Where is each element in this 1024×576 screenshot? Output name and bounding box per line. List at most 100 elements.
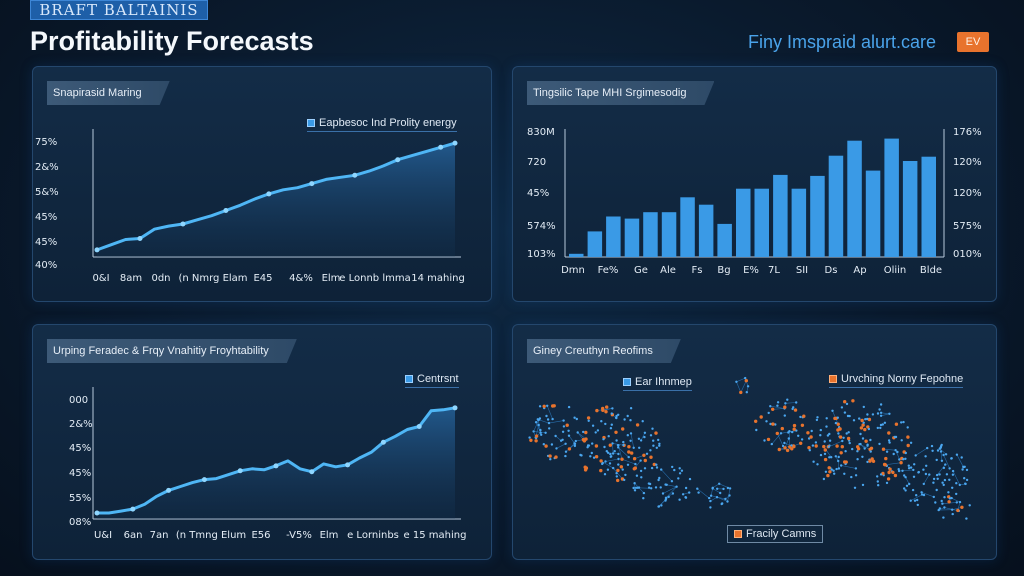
network-node	[665, 483, 668, 486]
y-left-tick-label: 830M	[527, 127, 555, 138]
network-node	[567, 429, 570, 432]
network-node	[720, 502, 723, 506]
network-node	[916, 503, 919, 507]
y-right-tick-label: 120%	[953, 188, 982, 199]
network-node	[943, 506, 946, 509]
data-point	[94, 247, 100, 253]
network-node	[909, 466, 913, 469]
network-node	[793, 408, 798, 412]
network-edge	[640, 432, 646, 441]
network-node	[781, 444, 785, 448]
network-node	[586, 416, 591, 420]
network-node	[617, 452, 620, 456]
network-node	[538, 417, 542, 420]
network-node	[883, 463, 887, 467]
map-legend-bottom: Fracily Camns	[727, 525, 824, 543]
line-chart-panel-top: Snapirasid Maring Eapbesoc Ind Prolity e…	[32, 66, 492, 302]
network-node	[920, 491, 923, 494]
network-node	[654, 431, 658, 435]
network-node	[939, 446, 942, 449]
bar-chart-plot	[564, 129, 945, 258]
network-node	[950, 457, 953, 460]
y-left-tick-label: 720	[527, 157, 547, 168]
network-node	[688, 491, 691, 494]
network-node	[831, 409, 834, 412]
bar	[698, 204, 714, 257]
network-node	[765, 420, 768, 423]
network-edge	[952, 470, 961, 486]
legend-label: Eapbesoc Ind Prolity energy	[319, 117, 457, 129]
x-tick-label: 0dn	[151, 273, 171, 284]
network-node	[843, 472, 846, 475]
network-node	[621, 468, 624, 471]
network-node	[582, 430, 585, 434]
network-node	[755, 428, 758, 432]
network-edge	[556, 443, 566, 449]
network-node	[546, 404, 549, 407]
network-node	[728, 494, 731, 497]
x-tick-label: 6an	[123, 530, 143, 541]
network-node	[965, 517, 968, 520]
panel-title: Urping Feradec & Frqy Vnahitiy Froyhtabi…	[47, 339, 297, 363]
network-node	[869, 438, 872, 442]
x-tick-label: Ds	[824, 265, 838, 276]
network-node	[633, 466, 637, 470]
network-node	[759, 415, 763, 419]
network-map[interactable]	[513, 325, 997, 560]
network-node	[892, 452, 895, 456]
network-node	[879, 414, 883, 417]
network-node	[617, 446, 620, 449]
network-edge	[915, 447, 928, 456]
header-link[interactable]: Finy Imspraid alurt.care	[748, 32, 937, 52]
network-node	[606, 451, 610, 454]
network-node	[897, 468, 900, 471]
network-node	[886, 477, 891, 481]
network-node	[590, 451, 593, 455]
network-node	[931, 449, 934, 452]
bar	[680, 197, 695, 257]
network-node	[532, 430, 535, 433]
network-node	[576, 431, 579, 434]
network-node	[726, 486, 730, 490]
network-node	[936, 477, 939, 480]
network-edge	[883, 448, 896, 451]
network-node	[905, 484, 909, 487]
y-tick-label: 75%	[35, 137, 58, 148]
network-node	[876, 426, 879, 430]
network-node	[615, 472, 618, 475]
network-node	[906, 443, 910, 448]
network-edge	[617, 447, 629, 458]
network-edge	[630, 433, 634, 448]
network-node	[913, 499, 917, 502]
network-node	[591, 442, 594, 445]
x-tick-label: (n Tmng Elum	[175, 530, 247, 541]
network-node	[643, 458, 647, 463]
x-tick-label: Dmn	[561, 265, 585, 276]
network-node	[550, 443, 554, 446]
network-node	[783, 414, 786, 417]
network-node	[719, 491, 722, 495]
y-left-tick-label: 574%	[527, 221, 556, 232]
network-edge	[740, 380, 747, 393]
network-node	[840, 464, 843, 467]
data-point	[345, 462, 351, 468]
network-node	[591, 424, 595, 427]
network-edge	[770, 405, 785, 409]
network-node	[854, 474, 858, 477]
network-node	[840, 445, 844, 449]
header-badge[interactable]: EV	[957, 32, 989, 52]
network-node	[688, 477, 692, 481]
network-node	[827, 445, 830, 448]
network-node	[716, 487, 719, 490]
x-tick-label: 4&%	[289, 273, 313, 284]
network-node	[824, 470, 828, 473]
network-node	[652, 462, 656, 467]
network-node	[766, 437, 771, 442]
network-node	[788, 430, 791, 433]
network-node	[754, 419, 758, 423]
network-node	[876, 412, 880, 415]
network-node	[528, 436, 531, 439]
network-node	[726, 500, 729, 503]
network-edge	[662, 486, 677, 494]
data-point	[94, 510, 100, 516]
